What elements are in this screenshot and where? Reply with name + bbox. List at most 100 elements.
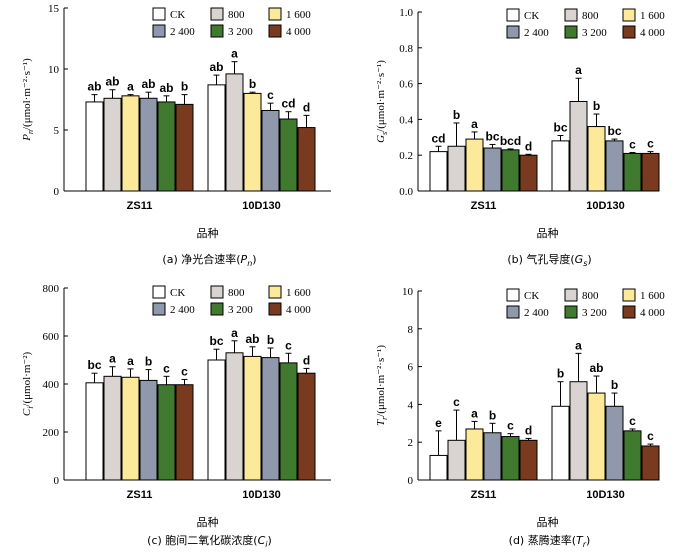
y-axis-label: Pn/(μmol·m⁻²·s⁻¹)	[21, 58, 35, 142]
y-tick-label: 10	[402, 286, 414, 298]
y-tick-label: 5	[54, 125, 60, 137]
legend-swatch	[506, 25, 520, 39]
significance-label: a	[127, 80, 134, 94]
category-label: 10D130	[242, 489, 281, 501]
bar	[641, 152, 660, 192]
significance-label: c	[647, 137, 654, 151]
legend-swatch	[152, 302, 166, 316]
legend-label: 3 200	[582, 307, 607, 319]
y-tick-label: 0.0	[399, 186, 413, 198]
significance-label: b	[593, 99, 600, 113]
significance-label: bc	[209, 334, 223, 348]
y-tick-label: 8	[408, 324, 414, 336]
y-tick-label: 600	[43, 331, 60, 343]
significance-label: c	[267, 88, 274, 102]
significance-label: c	[181, 364, 188, 378]
significance-label: d	[303, 353, 310, 367]
y-axis-label: Tr/(μmol·m⁻²·s⁻¹)	[375, 345, 389, 426]
legend-label: CK	[524, 290, 539, 302]
significance-label: b	[145, 355, 152, 369]
bar	[279, 118, 298, 192]
bar	[175, 103, 194, 192]
y-tick-label: 0	[54, 475, 60, 487]
significance-label: d	[525, 139, 532, 153]
x-axis-label: 品种	[537, 515, 559, 529]
significance-label: ab	[87, 80, 101, 94]
y-tick-label: 1.0	[399, 7, 413, 19]
bar	[225, 73, 244, 192]
significance-label: b	[611, 378, 618, 392]
bar	[297, 127, 316, 192]
legend-label: CK	[170, 287, 185, 299]
y-tick-label: 10	[48, 64, 60, 76]
legend-swatch	[506, 8, 520, 22]
significance-label: c	[647, 429, 654, 443]
significance-label: ab	[141, 77, 155, 91]
category-label: ZS11	[471, 200, 497, 212]
legend-swatch	[622, 25, 636, 39]
bar	[447, 439, 466, 481]
legend-label: 4 000	[640, 307, 665, 319]
bar	[261, 109, 280, 192]
significance-label: a	[109, 352, 116, 366]
bar	[447, 145, 466, 192]
significance-label: d	[525, 423, 532, 437]
legend-label: 3 200	[228, 26, 253, 38]
panel-caption: (b) 气孔导度(Gs)	[507, 252, 591, 268]
legend-label: 4 000	[640, 27, 665, 39]
y-tick-label: 0	[408, 475, 414, 487]
legend-swatch	[268, 302, 282, 316]
significance-label: a	[127, 354, 134, 368]
legend-swatch	[210, 7, 224, 21]
legend-label: 3 200	[228, 304, 253, 316]
y-axis-label: Ci/(μmol·m⁻²)	[21, 352, 35, 417]
legend-label: 1 600	[286, 9, 311, 21]
y-tick-label: 0.8	[399, 43, 413, 55]
y-tick-label: 15	[48, 3, 60, 15]
category-label: 10D130	[586, 200, 625, 212]
bar	[85, 382, 104, 481]
y-tick-label: 0.6	[399, 79, 413, 91]
significance-label: c	[629, 138, 636, 152]
bar	[103, 97, 122, 192]
y-tick-label: 400	[43, 379, 60, 391]
y-tick-label: 4	[408, 399, 414, 411]
bar	[569, 101, 588, 192]
legend-swatch	[564, 305, 578, 319]
bar	[483, 147, 502, 192]
significance-label: b	[557, 367, 564, 381]
panel-b: 0.00.20.40.60.81.0Gs/(μmol·m⁻²·s⁻¹)cdbab…	[375, 7, 665, 268]
legend-swatch	[210, 302, 224, 316]
y-axis-label: Gs/(μmol·m⁻²·s⁻¹)	[375, 60, 389, 143]
bar	[587, 392, 606, 481]
significance-label: a	[231, 326, 238, 340]
legend-label: 800	[582, 290, 599, 302]
legend-label: 2 400	[170, 304, 195, 316]
legend-swatch	[564, 288, 578, 302]
significance-label: bcd	[500, 134, 521, 148]
legend-label: 1 600	[640, 10, 665, 22]
significance-label: ab	[589, 361, 603, 375]
bar	[587, 126, 606, 192]
significance-label: a	[575, 338, 582, 352]
legend-swatch	[210, 24, 224, 38]
bar	[139, 97, 158, 192]
bar	[225, 352, 244, 481]
legend-swatch	[268, 7, 282, 21]
bar	[207, 359, 226, 481]
bar	[519, 439, 538, 481]
y-tick-label: 0.4	[399, 114, 413, 126]
significance-label: c	[285, 338, 292, 352]
legend-swatch	[564, 8, 578, 22]
legend-label: CK	[524, 10, 539, 22]
category-label: 10D130	[586, 489, 625, 501]
significance-label: b	[267, 333, 274, 347]
bar	[429, 454, 448, 481]
category-label: 10D130	[242, 200, 281, 212]
significance-label: ab	[159, 81, 173, 95]
legend-swatch	[622, 288, 636, 302]
